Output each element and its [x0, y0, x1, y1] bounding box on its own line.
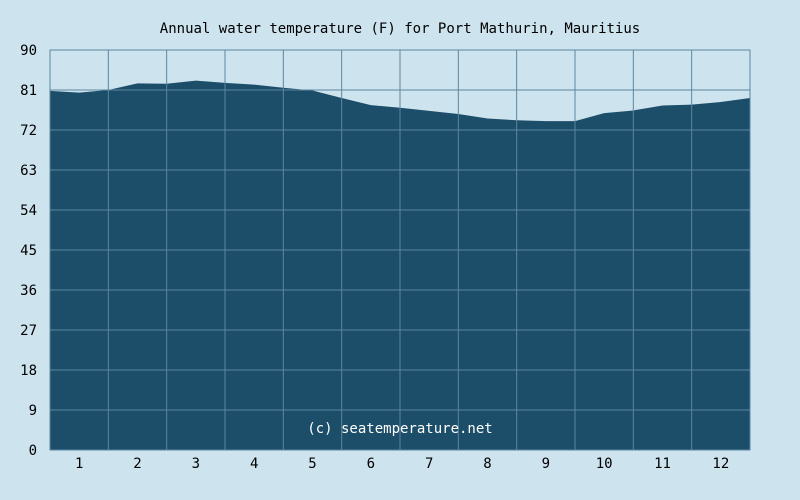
plot-frame [49, 49, 751, 451]
x-tick-label: 11 [654, 456, 671, 472]
x-tick-label: 12 [712, 456, 729, 472]
watermark: (c) seatemperature.net [307, 421, 492, 437]
x-tick-label: 4 [250, 456, 258, 472]
y-tick-label: 45 [20, 243, 37, 259]
y-tick-label: 36 [20, 283, 37, 299]
y-tick-label: 27 [20, 323, 37, 339]
x-tick-label: 10 [596, 456, 613, 472]
y-tick-label: 9 [29, 403, 37, 419]
y-tick-label: 18 [20, 363, 37, 379]
x-tick-label: 2 [133, 456, 141, 472]
plot-area [49, 49, 751, 451]
x-tick-label: 1 [75, 456, 83, 472]
y-tick-label: 0 [29, 443, 37, 459]
x-tick-label: 7 [425, 456, 433, 472]
x-tick-label: 5 [308, 456, 316, 472]
y-tick-label: 63 [20, 163, 37, 179]
x-tick-label: 6 [367, 456, 375, 472]
grid [50, 50, 750, 450]
x-axis: 1 2 3 4 5 6 7 8 9 10 11 12 [75, 456, 729, 472]
y-tick-label: 90 [20, 43, 37, 59]
chart-title: Annual water temperature (F) for Port Ma… [160, 21, 640, 37]
y-tick-label: 72 [20, 123, 37, 139]
y-axis: 0 9 18 27 36 45 54 63 72 81 90 [20, 43, 37, 459]
x-tick-label: 3 [192, 456, 200, 472]
x-tick-label: 8 [483, 456, 491, 472]
y-tick-label: 81 [20, 83, 37, 99]
y-tick-label: 54 [20, 203, 37, 219]
x-tick-label: 9 [542, 456, 550, 472]
